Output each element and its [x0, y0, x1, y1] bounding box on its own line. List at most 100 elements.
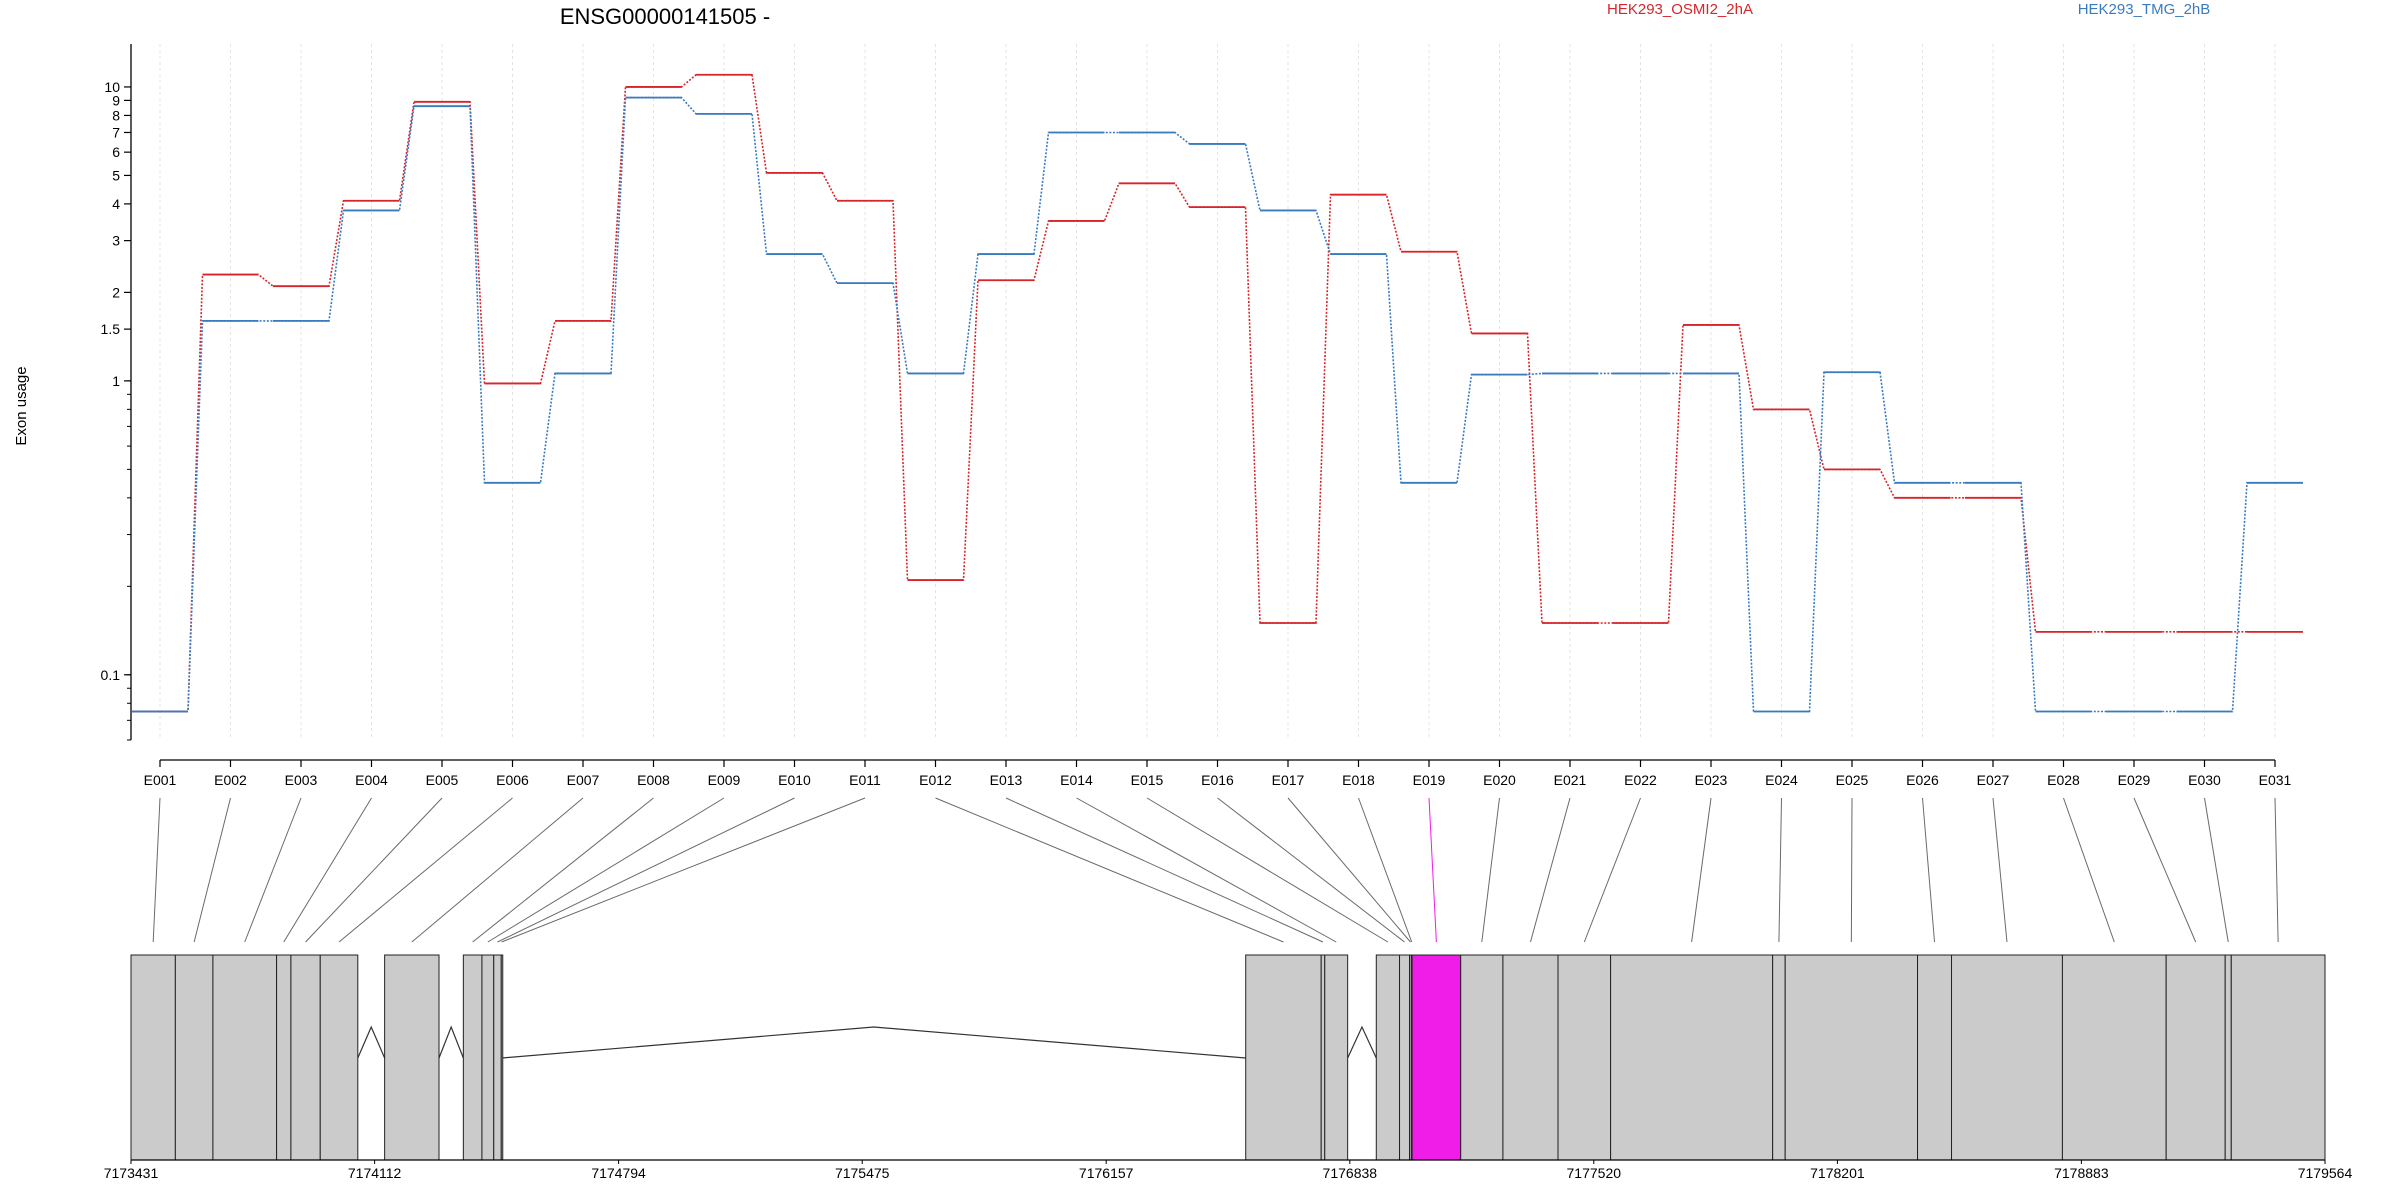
x-tick-label: E008 — [637, 772, 670, 788]
exon-connector — [1428, 797, 1437, 943]
x-tick-label: E028 — [2047, 772, 2080, 788]
y-tick-label: 10 — [104, 79, 120, 95]
genomic-tick-label: 7173431 — [104, 1165, 159, 1181]
y-tick-label: 8 — [112, 107, 120, 123]
y-tick-label: 3 — [112, 233, 120, 249]
chart-title: ENSG00000141505 - — [560, 4, 770, 29]
exon-box — [1324, 954, 1349, 1161]
exon-connector — [1583, 797, 1641, 943]
exon-connector — [305, 797, 443, 943]
x-tick-label: E016 — [1201, 772, 1234, 788]
x-tick-label: E019 — [1413, 772, 1446, 788]
exon-connector — [935, 797, 1284, 943]
exon-connector — [1922, 797, 1936, 943]
x-tick-label: E014 — [1060, 772, 1093, 788]
y-tick-label: 5 — [112, 167, 120, 183]
x-axis: E001 E002 E003 E004 E005 E006 E007 E008 E009 E010… — [144, 759, 2292, 788]
genomic-tick-label: 7176838 — [1323, 1165, 1378, 1181]
exon-box — [481, 954, 495, 1161]
exon-connector — [1287, 797, 1411, 943]
exon-connector — [2204, 797, 2229, 943]
x-tick-label: E005 — [426, 772, 459, 788]
exon-connector — [1529, 797, 1571, 943]
exon-connector — [1005, 797, 1324, 943]
x-tick-label: E031 — [2259, 772, 2292, 788]
x-tick-label: E012 — [919, 772, 952, 788]
exon-box — [1411, 954, 1462, 1161]
genomic-tick-label: 7179564 — [2298, 1165, 2353, 1181]
x-tick-label: E015 — [1131, 772, 1164, 788]
x-tick-label: E017 — [1272, 772, 1305, 788]
genomic-tick-label: 7178883 — [2054, 1165, 2109, 1181]
genomic-tick-label: 7176157 — [1079, 1165, 1134, 1181]
exon-box — [1320, 954, 1326, 1161]
gene-model — [130, 954, 2326, 1161]
exon-connector — [338, 797, 513, 943]
genomic-tick-label: 7177520 — [1567, 1165, 1622, 1181]
exon-connector — [1146, 797, 1389, 943]
y-tick-label: 6 — [112, 144, 120, 160]
exon-connector — [1850, 797, 1853, 943]
exon-connector — [1217, 797, 1405, 943]
exon-box — [319, 954, 359, 1161]
x-tick-label: E026 — [1906, 772, 1939, 788]
intron — [1347, 1025, 1377, 1059]
exon-connector — [472, 797, 654, 943]
x-tick-label: E020 — [1483, 772, 1516, 788]
exon-box — [1245, 954, 1322, 1161]
x-tick-label: E018 — [1342, 772, 1375, 788]
exon-connector — [1358, 797, 1413, 943]
vertical-grid — [159, 44, 2276, 740]
exon-connectors — [152, 797, 2279, 943]
exon-box — [384, 954, 440, 1161]
genomic-tick-label: 7178201 — [1810, 1165, 1865, 1181]
x-tick-label: E022 — [1624, 772, 1657, 788]
exon-box — [2224, 954, 2232, 1161]
x-tick-label: E010 — [778, 772, 811, 788]
y-tick-label: 1.5 — [101, 321, 121, 337]
x-tick-label: E024 — [1765, 772, 1798, 788]
series-osmi2 — [132, 73, 2303, 713]
x-tick-label: E001 — [144, 772, 177, 788]
x-tick-label: E029 — [2118, 772, 2151, 788]
exon-connector — [2274, 797, 2279, 943]
exon-box — [2165, 954, 2226, 1161]
exon-box — [276, 954, 292, 1161]
exon-connector — [244, 797, 302, 943]
exon-connector — [283, 797, 372, 943]
series-lines — [132, 73, 2303, 713]
x-tick-label: E013 — [990, 772, 1023, 788]
x-tick-label: E009 — [708, 772, 741, 788]
genomic-tick-label: 7175475 — [835, 1165, 890, 1181]
exon-box — [500, 954, 504, 1161]
x-tick-label: E025 — [1836, 772, 1869, 788]
exon-box — [1772, 954, 1786, 1161]
y-tick-label: 9 — [112, 92, 120, 108]
exon-connector — [1076, 797, 1337, 943]
exon-box — [1610, 954, 1774, 1161]
exon-box — [1917, 954, 1953, 1161]
exon-connector — [1992, 797, 2008, 943]
exon-connector — [2063, 797, 2115, 943]
x-tick-label: E003 — [285, 772, 318, 788]
exon-box — [174, 954, 214, 1161]
genomic-axis: 7173431 7174112 7174794 7175475 7176157 71768… — [104, 1159, 2353, 1181]
x-tick-label: E021 — [1554, 772, 1587, 788]
exon-box — [212, 954, 278, 1161]
exon-box — [290, 954, 321, 1161]
exon-connector — [1691, 797, 1712, 943]
exon-box — [493, 954, 502, 1161]
exon-connector — [487, 797, 725, 943]
y-tick-label: 4 — [112, 196, 120, 212]
x-tick-label: E007 — [567, 772, 600, 788]
exon-connector — [193, 797, 231, 943]
exon-box — [1399, 954, 1411, 1161]
intron — [438, 1025, 464, 1059]
y-tick-label: 0.1 — [101, 667, 121, 683]
exon-connector — [411, 797, 584, 943]
exon-box — [1784, 954, 1919, 1161]
x-tick-label: E027 — [1977, 772, 2010, 788]
exon-box — [2061, 954, 2167, 1161]
exon-box — [1502, 954, 1559, 1161]
